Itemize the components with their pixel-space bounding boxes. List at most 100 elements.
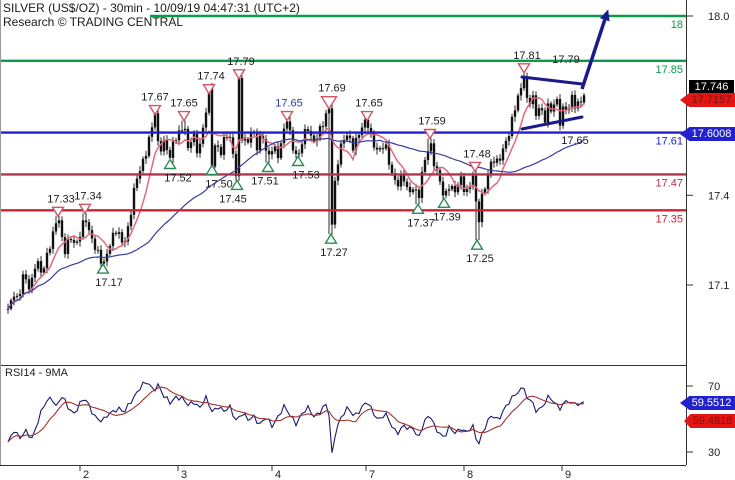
chart-graphic bbox=[159, 141, 163, 152]
chart-graphic bbox=[69, 239, 73, 241]
chart-graphic bbox=[555, 99, 559, 105]
chart-graphic bbox=[573, 94, 577, 109]
chart-graphic bbox=[195, 133, 199, 154]
chart-graphic bbox=[57, 220, 61, 224]
peak-marker bbox=[517, 63, 531, 75]
pennant-pattern bbox=[520, 9, 610, 131]
y-tick-label: 17.4 bbox=[708, 190, 729, 202]
chart-graphic bbox=[375, 147, 379, 150]
chart-graphic bbox=[114, 232, 118, 234]
rsi-ma-value-badge: 59.4818 bbox=[684, 414, 735, 428]
pivot-label: 17.34 bbox=[74, 190, 102, 202]
peak-marker bbox=[280, 110, 294, 122]
chart-graphic bbox=[30, 277, 34, 290]
chart-graphic bbox=[141, 158, 145, 171]
chart-graphic bbox=[186, 128, 190, 149]
chart-header: SILVER (US$/OZ) - 30min - 10/09/19 04:47… bbox=[3, 1, 300, 29]
chart-graphic bbox=[225, 136, 229, 138]
level-label: 17.85 bbox=[655, 64, 683, 76]
chart-graphic bbox=[432, 143, 436, 167]
chart-graphic bbox=[234, 153, 238, 177]
trough-marker bbox=[230, 179, 244, 191]
pivot-label: 17.17 bbox=[95, 277, 123, 289]
chart-graphic bbox=[60, 220, 64, 237]
chart-graphic bbox=[126, 226, 130, 242]
chart-graphic bbox=[294, 150, 298, 154]
chart-graphic bbox=[336, 164, 340, 181]
trough-marker bbox=[163, 158, 177, 170]
trough-marker bbox=[205, 164, 219, 176]
chart-graphic bbox=[135, 178, 139, 188]
chart-graphic bbox=[153, 113, 157, 128]
level-label: 18 bbox=[671, 19, 683, 31]
chart-graphic bbox=[72, 240, 76, 243]
chart-graphic bbox=[147, 136, 151, 156]
chart-graphic bbox=[66, 239, 70, 254]
pivot-label: 17.25 bbox=[466, 253, 494, 265]
chart-graphic bbox=[486, 175, 490, 189]
pivot-label: 17.65 bbox=[275, 98, 303, 110]
chart-graphic bbox=[456, 184, 460, 193]
chart-graphic bbox=[534, 95, 538, 116]
y-tick-label: 17.1 bbox=[708, 280, 729, 292]
chart-graphic bbox=[498, 158, 502, 161]
rsi-tick-label: 70 bbox=[708, 381, 720, 393]
peak-marker bbox=[232, 69, 246, 81]
chart-graphic bbox=[171, 141, 175, 158]
trough-marker bbox=[324, 232, 338, 244]
trough-marker bbox=[437, 196, 451, 209]
chart-graphic bbox=[237, 78, 241, 177]
chart-graphic bbox=[303, 129, 307, 145]
chart-graphic bbox=[255, 133, 259, 151]
chart-graphic bbox=[81, 220, 85, 237]
chart-graphic bbox=[558, 99, 562, 126]
pivot-label: 17.53 bbox=[292, 170, 320, 182]
chart-graphic bbox=[273, 146, 277, 152]
chart-graphic bbox=[471, 175, 475, 187]
chart-graphic bbox=[258, 136, 262, 151]
chart-graphic bbox=[156, 113, 160, 142]
chart-graphic bbox=[441, 181, 445, 196]
chart-graphic bbox=[174, 140, 178, 142]
peak-marker bbox=[423, 128, 437, 140]
chart-graphic bbox=[552, 104, 556, 112]
x-tick-label: 4 bbox=[275, 469, 281, 480]
chart-graphic bbox=[21, 274, 25, 294]
chart-graphic bbox=[246, 139, 250, 143]
chart-graphic bbox=[27, 279, 31, 290]
peak-marker bbox=[177, 110, 191, 122]
chart-graphic bbox=[366, 119, 370, 128]
pivot-label: 17.81 bbox=[513, 50, 541, 62]
pivot-label: 17.45 bbox=[219, 193, 247, 205]
trough-marker bbox=[470, 238, 484, 250]
rsi-line bbox=[7, 381, 585, 453]
chart-graphic bbox=[279, 143, 283, 159]
chart-graphic bbox=[288, 121, 292, 131]
chart-graphic bbox=[270, 151, 274, 155]
chart-graphic bbox=[399, 174, 403, 187]
chart-graphic bbox=[63, 237, 67, 255]
chart-graphic bbox=[576, 101, 580, 109]
chart-graphic bbox=[96, 249, 100, 251]
breakout-arrow bbox=[580, 19, 607, 90]
pivot-label: 17.33 bbox=[47, 193, 75, 205]
chart-graphic bbox=[129, 214, 133, 227]
ma-slow-line bbox=[7, 137, 585, 310]
chart-graphic bbox=[183, 128, 187, 131]
chart-graphic bbox=[84, 220, 88, 223]
chart-graphic bbox=[300, 144, 304, 154]
chart-graphic bbox=[327, 108, 331, 114]
chart-graphic bbox=[570, 94, 574, 109]
chart-graphic bbox=[492, 161, 496, 163]
chart-graphic bbox=[510, 116, 514, 136]
chart-graphic bbox=[189, 142, 193, 149]
chart-graphic bbox=[459, 176, 463, 185]
chart-graphic bbox=[438, 170, 442, 182]
chart-graphic bbox=[54, 223, 58, 232]
x-tick-label: 8 bbox=[467, 469, 473, 480]
peak-marker bbox=[320, 95, 338, 111]
chart-graphic bbox=[228, 136, 232, 138]
chart-graphic bbox=[360, 127, 364, 136]
chart-graphic bbox=[522, 77, 526, 89]
